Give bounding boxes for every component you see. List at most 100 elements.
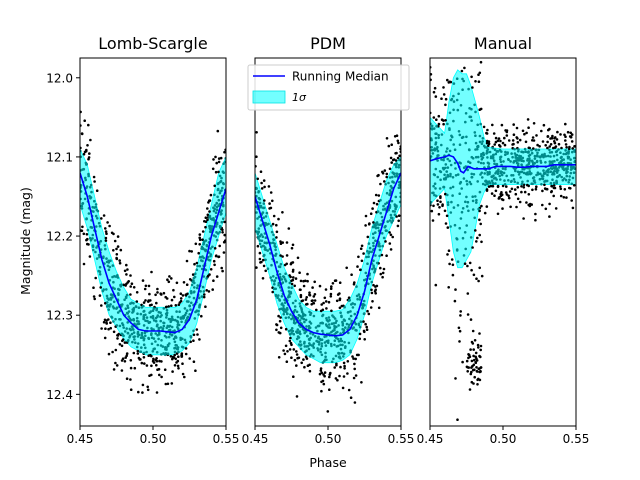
data-point (275, 260, 279, 264)
data-point (299, 279, 303, 283)
data-point (203, 220, 206, 223)
data-point (367, 242, 371, 245)
data-point (142, 356, 146, 359)
data-point (159, 315, 162, 319)
data-point (536, 143, 539, 147)
data-point (518, 154, 521, 158)
data-point (140, 331, 144, 335)
data-point (316, 347, 319, 350)
data-point (176, 327, 180, 331)
data-point (471, 195, 475, 198)
data-point (474, 148, 477, 151)
data-point (335, 336, 338, 340)
data-point (270, 263, 273, 267)
data-point (469, 318, 473, 321)
data-point (470, 18, 473, 21)
data-point (312, 295, 316, 298)
data-point (214, 170, 218, 174)
data-point (285, 306, 289, 310)
data-point (538, 177, 542, 181)
data-point (355, 285, 358, 288)
data-point (501, 184, 505, 188)
data-point (310, 303, 314, 306)
data-point (376, 226, 380, 230)
data-point (474, 80, 477, 83)
data-point (476, 155, 480, 159)
data-point (457, 92, 460, 96)
data-point (478, 71, 482, 75)
data-point (553, 186, 557, 190)
data-point (319, 347, 323, 351)
data-point (365, 328, 369, 332)
data-point (87, 157, 90, 161)
data-point (461, 77, 464, 81)
data-point (347, 323, 351, 327)
data-point (155, 301, 158, 305)
data-point (330, 322, 334, 326)
data-point (343, 364, 346, 368)
data-point (492, 174, 495, 177)
data-point (463, 49, 466, 52)
data-point (520, 163, 523, 166)
data-point (144, 346, 147, 350)
data-point (175, 281, 179, 285)
data-point (114, 275, 118, 278)
data-point (450, 258, 454, 261)
data-point (449, 186, 452, 190)
data-point (140, 333, 144, 337)
data-point (135, 319, 139, 323)
data-point (355, 294, 359, 298)
data-point (98, 294, 102, 297)
data-point (142, 301, 146, 304)
data-point (496, 185, 500, 189)
data-point (478, 233, 482, 237)
data-point (206, 274, 210, 278)
data-point (261, 211, 265, 214)
data-point (555, 153, 559, 157)
data-point (377, 194, 381, 197)
data-point (101, 289, 105, 293)
data-point (571, 150, 574, 154)
data-point (92, 175, 96, 179)
data-point (129, 388, 133, 392)
data-point (554, 207, 558, 210)
data-point (434, 95, 438, 98)
data-point (124, 295, 128, 299)
data-point (87, 174, 90, 178)
data-point (264, 236, 268, 239)
data-point (272, 287, 276, 291)
data-point (196, 333, 199, 336)
data-point (550, 150, 554, 154)
data-point (165, 326, 169, 330)
data-point (566, 167, 569, 171)
data-point (104, 230, 108, 233)
data-point (95, 189, 99, 192)
data-point (104, 327, 107, 331)
data-point (105, 322, 108, 325)
data-point (568, 178, 571, 182)
data-point (517, 150, 520, 153)
data-point (451, 194, 454, 197)
data-point (466, 12, 469, 15)
data-point (357, 255, 360, 259)
data-point (90, 190, 93, 194)
data-point (299, 347, 303, 351)
data-point (80, 132, 84, 136)
data-point (449, 172, 452, 176)
data-point (282, 349, 285, 352)
data-point (93, 297, 96, 301)
data-point (128, 317, 132, 320)
data-point (136, 312, 139, 316)
data-point (166, 382, 170, 386)
data-point (541, 174, 545, 178)
data-point (121, 338, 125, 341)
x-tick-label: 0.45 (242, 432, 269, 446)
data-point (106, 221, 109, 224)
data-point (471, 329, 475, 333)
data-point (206, 218, 209, 222)
data-point (526, 179, 529, 183)
data-point (458, 133, 462, 137)
data-point (142, 316, 146, 320)
data-point (371, 300, 374, 303)
data-point (84, 176, 87, 180)
